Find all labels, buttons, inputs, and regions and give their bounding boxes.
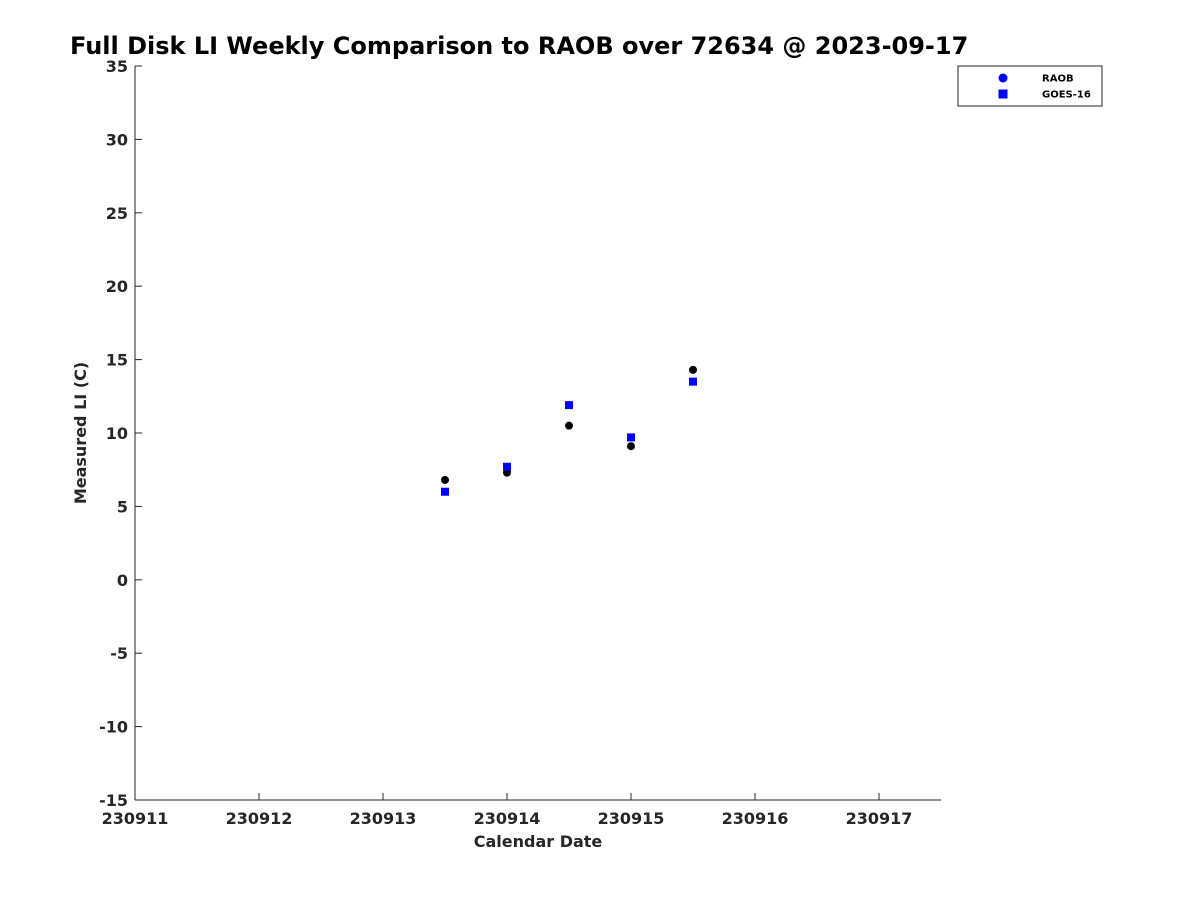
x-axis-label: Calendar Date xyxy=(474,832,603,851)
raob-point xyxy=(565,421,573,430)
chart-title: Full Disk LI Weekly Comparison to RAOB o… xyxy=(70,32,968,60)
goes-point xyxy=(441,487,449,496)
goes-point xyxy=(689,377,697,386)
x-tick-label: 230912 xyxy=(226,809,293,828)
legend-goes-marker xyxy=(998,89,1008,99)
raob-point xyxy=(441,475,449,484)
goes-point xyxy=(627,433,635,442)
y-tick-label: 0 xyxy=(117,571,128,590)
y-tick-label: -10 xyxy=(99,718,128,737)
legend-goes-label: GOES-16 xyxy=(1042,90,1091,101)
y-tick-label: -5 xyxy=(110,644,128,663)
legend: RAOB GOES-16 xyxy=(957,65,1103,107)
goes-point xyxy=(565,401,573,410)
x-ticks: 230911 230912 230913 230914 230915 230916 2309… xyxy=(102,793,913,828)
y-tick-label: 20 xyxy=(106,277,128,296)
x-tick-label: 230917 xyxy=(846,809,913,828)
axes xyxy=(134,66,941,801)
legend-raob-marker xyxy=(998,73,1008,83)
raob-point xyxy=(627,442,635,451)
legend-raob-label: RAOB xyxy=(1042,74,1074,85)
y-tick-label: 5 xyxy=(117,497,128,516)
y-ticks: 35 30 25 20 15 10 5 0 -5 -10 -15 xyxy=(99,57,142,810)
x-tick-label: 230916 xyxy=(722,809,789,828)
y-axis-label: Measured LI (C) xyxy=(71,362,90,504)
x-tick-label: 230913 xyxy=(350,809,417,828)
x-tick-label: 230915 xyxy=(598,809,665,828)
x-tick-label: 230911 xyxy=(102,809,169,828)
y-tick-label: -15 xyxy=(99,791,128,810)
y-tick-label: 15 xyxy=(106,351,128,370)
y-tick-label: 30 xyxy=(106,130,128,149)
data-points xyxy=(441,365,697,496)
raob-point xyxy=(689,365,697,374)
goes-point xyxy=(503,462,511,471)
y-tick-label: 10 xyxy=(106,424,128,443)
x-tick-label: 230914 xyxy=(474,809,541,828)
y-tick-label: 25 xyxy=(106,204,128,223)
y-tick-label: 35 xyxy=(106,57,128,76)
legend-box xyxy=(957,65,1103,107)
